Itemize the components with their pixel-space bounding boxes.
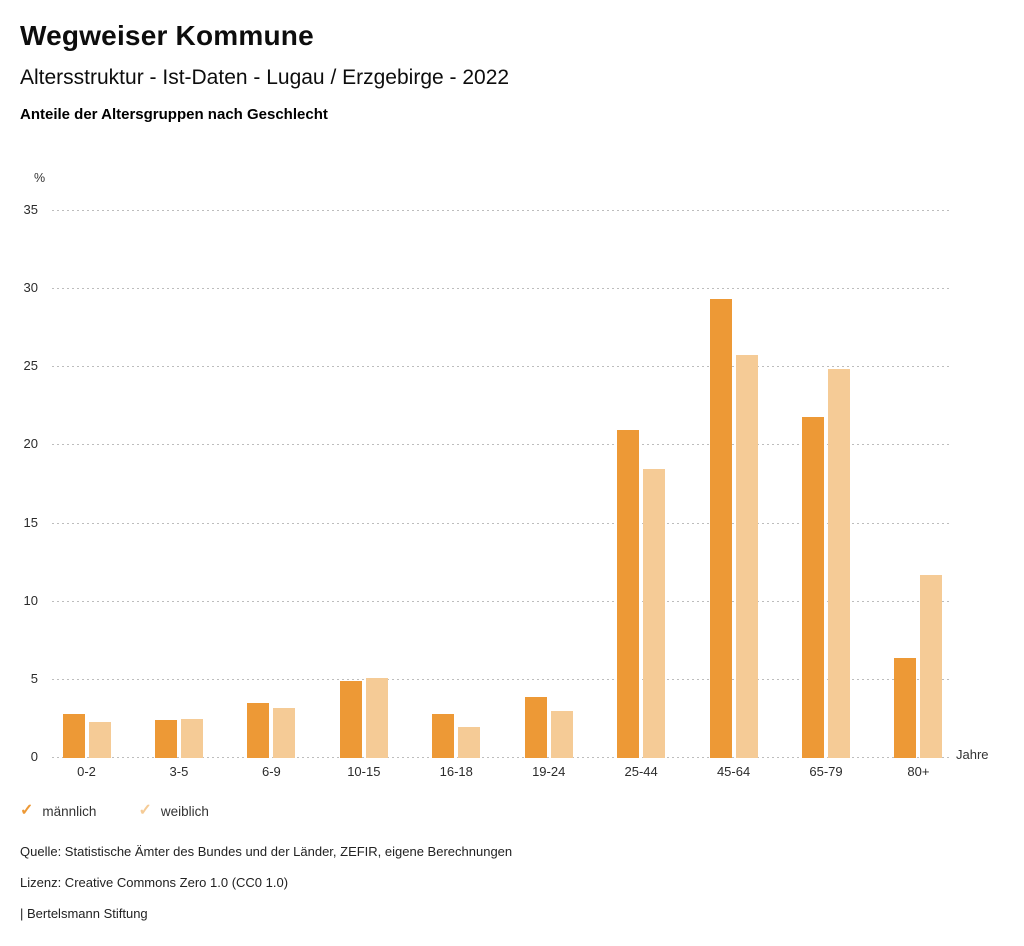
bar-männlich-10-15[interactable] bbox=[339, 681, 362, 758]
gridline-35 bbox=[52, 210, 950, 211]
gridline-30 bbox=[52, 288, 950, 290]
x-tick-label-25-44: 25-44 bbox=[624, 764, 658, 779]
y-axis-unit-label: % bbox=[34, 171, 46, 185]
legend-item-maennlich[interactable]: ✓ männlich bbox=[20, 802, 96, 820]
y-tick-label-35: 35 bbox=[23, 202, 38, 217]
bar-weiblich-0-2[interactable] bbox=[88, 722, 111, 758]
chart-heading: Anteile der Altersgruppen nach Geschlech… bbox=[20, 106, 328, 123]
legend-item-weiblich[interactable]: ✓ weiblich bbox=[138, 802, 208, 820]
bar-männlich-25-44[interactable] bbox=[617, 429, 640, 758]
attribution-text: | Bertelsmann Stiftung bbox=[20, 906, 148, 921]
x-tick-label-0-2: 0-2 bbox=[77, 764, 96, 779]
x-tick-label-80+: 80+ bbox=[907, 764, 930, 779]
y-tick-label-0: 0 bbox=[30, 749, 38, 764]
gridline-20 bbox=[52, 444, 950, 446]
bar-männlich-16-18[interactable] bbox=[432, 714, 455, 758]
y-tick-label-5: 5 bbox=[30, 670, 38, 686]
bar-weiblich-19-24[interactable] bbox=[550, 711, 573, 758]
y-tick-label-25: 25 bbox=[23, 358, 38, 374]
gridline-0 bbox=[52, 757, 950, 758]
x-tick-label-19-24: 19-24 bbox=[532, 764, 566, 779]
y-tick-label-30: 30 bbox=[23, 280, 38, 296]
x-axis-unit-label: Jahre bbox=[956, 747, 989, 762]
bar-weiblich-65-79[interactable] bbox=[828, 368, 851, 758]
bar-männlich-45-64[interactable] bbox=[709, 298, 732, 758]
y-tick-label-10: 10 bbox=[23, 592, 38, 608]
bar-weiblich-80+[interactable] bbox=[920, 575, 943, 758]
chart-subtitle: Altersstruktur - Ist-Daten - Lugau / Erz… bbox=[20, 66, 510, 89]
x-tick-label-16-18: 16-18 bbox=[439, 764, 473, 779]
gridline-5 bbox=[52, 678, 950, 680]
bar-weiblich-10-15[interactable] bbox=[365, 678, 388, 758]
bar-männlich-80+[interactable] bbox=[894, 657, 917, 758]
legend: ✓ männlich ✓ weiblich bbox=[20, 802, 251, 820]
x-tick-label-6-9: 6-9 bbox=[261, 764, 281, 779]
x-tick-label-65-79: 65-79 bbox=[809, 764, 843, 779]
legend-label: männlich bbox=[42, 803, 97, 819]
source-text: Quelle: Statistische Ämter des Bundes un… bbox=[20, 844, 513, 859]
page-title: Wegweiser Kommune bbox=[20, 20, 314, 51]
bar-weiblich-6-9[interactable] bbox=[273, 707, 296, 758]
gridline-25 bbox=[52, 366, 950, 368]
gridline-10 bbox=[52, 600, 950, 602]
gridline-15 bbox=[52, 522, 950, 524]
bar-weiblich-25-44[interactable] bbox=[643, 468, 666, 758]
x-tick-label-45-64: 45-64 bbox=[716, 764, 751, 779]
bar-weiblich-3-5[interactable] bbox=[180, 718, 203, 758]
bar-männlich-19-24[interactable] bbox=[524, 697, 547, 758]
y-tick-label-15: 15 bbox=[23, 514, 38, 530]
check-icon: ✓ bbox=[20, 802, 34, 819]
bar-männlich-6-9[interactable] bbox=[247, 703, 270, 758]
legend-label: weiblich bbox=[160, 803, 209, 819]
bar-männlich-65-79[interactable] bbox=[802, 417, 825, 758]
x-tick-label-3-5: 3-5 bbox=[169, 764, 189, 779]
license-text: Lizenz: Creative Commons Zero 1.0 (CC0 1… bbox=[20, 875, 289, 890]
y-tick-label-20: 20 bbox=[23, 436, 38, 452]
bar-männlich-0-2[interactable] bbox=[62, 714, 85, 758]
check-icon: ✓ bbox=[138, 802, 152, 819]
bar-weiblich-45-64[interactable] bbox=[735, 354, 758, 758]
x-tick-label-10-15: 10-15 bbox=[347, 764, 381, 779]
bar-männlich-3-5[interactable] bbox=[154, 720, 177, 758]
bar-weiblich-16-18[interactable] bbox=[458, 726, 481, 758]
